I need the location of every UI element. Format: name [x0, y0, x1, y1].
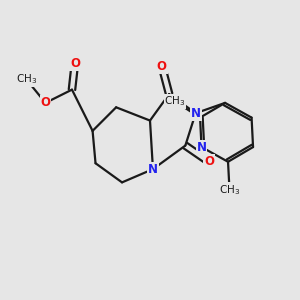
Text: N: N — [196, 141, 206, 154]
Text: N: N — [148, 163, 158, 176]
Text: O: O — [204, 155, 214, 168]
Text: O: O — [40, 96, 50, 110]
Text: O: O — [70, 57, 80, 70]
Text: CH$_3$: CH$_3$ — [164, 94, 186, 108]
Text: O: O — [157, 60, 167, 73]
Text: CH$_3$: CH$_3$ — [219, 183, 240, 197]
Text: CH$_3$: CH$_3$ — [16, 72, 37, 86]
Text: N: N — [190, 107, 201, 120]
